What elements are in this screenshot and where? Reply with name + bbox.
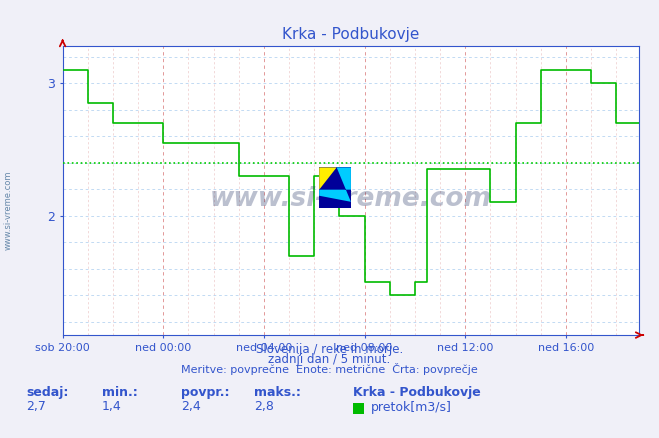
Text: 2,4: 2,4 <box>181 399 201 413</box>
Polygon shape <box>319 167 351 202</box>
Polygon shape <box>319 167 337 190</box>
Text: pretok[m3/s]: pretok[m3/s] <box>371 401 452 414</box>
Text: zadnji dan / 5 minut.: zadnji dan / 5 minut. <box>268 353 391 366</box>
Title: Krka - Podbukovje: Krka - Podbukovje <box>282 27 420 42</box>
Text: 1,4: 1,4 <box>102 399 122 413</box>
Text: 2,7: 2,7 <box>26 399 46 413</box>
Text: Meritve: povprečne  Enote: metrične  Črta: povprečje: Meritve: povprečne Enote: metrične Črta:… <box>181 363 478 375</box>
Text: Krka - Podbukovje: Krka - Podbukovje <box>353 386 480 399</box>
Text: Slovenija / reke in morje.: Slovenija / reke in morje. <box>256 343 403 356</box>
Text: maks.:: maks.: <box>254 386 301 399</box>
Text: sedaj:: sedaj: <box>26 386 69 399</box>
Text: www.si-vreme.com: www.si-vreme.com <box>210 186 492 212</box>
Text: povpr.:: povpr.: <box>181 386 230 399</box>
Text: www.si-vreme.com: www.si-vreme.com <box>3 170 13 250</box>
Text: min.:: min.: <box>102 386 138 399</box>
Bar <box>319 167 351 208</box>
Text: 2,8: 2,8 <box>254 399 273 413</box>
